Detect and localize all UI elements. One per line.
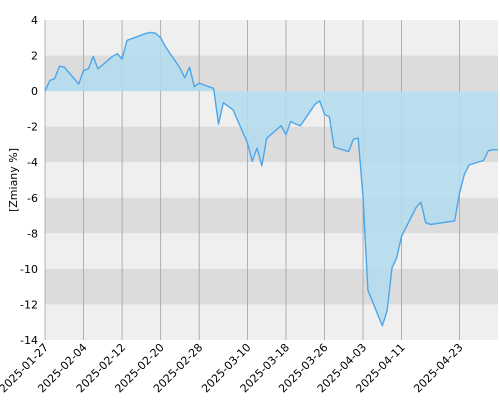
y-tick-label: 0: [31, 85, 38, 98]
x-axis-ticks: 2025-01-272025-02-042025-02-122025-02-20…: [0, 341, 466, 395]
grid-band: [45, 233, 498, 269]
y-tick-label: 4: [31, 14, 38, 27]
x-tick-label: 2025-04-23: [411, 341, 465, 395]
grid-band: [45, 304, 498, 340]
grid-band: [45, 268, 498, 305]
grid-band: [45, 20, 498, 56]
y-tick-label: -4: [27, 156, 38, 169]
y-axis-label: [Zmiany %]: [7, 148, 20, 212]
series-area: [45, 32, 498, 326]
y-tick-label: -12: [20, 298, 38, 311]
y-axis-ticks: 4 2 0 -2 -4 -6 -8 -10 -12 -14: [20, 14, 38, 347]
y-tick-label: -14: [20, 334, 38, 347]
y-tick-label: -10: [20, 263, 38, 276]
y-tick-label: -2: [27, 121, 38, 134]
y-tick-label: -6: [27, 192, 38, 205]
series-layer: [44, 31, 498, 327]
series-line: [44, 31, 498, 327]
y-tick-label: -8: [27, 227, 38, 240]
y-tick-label: 2: [31, 50, 38, 63]
